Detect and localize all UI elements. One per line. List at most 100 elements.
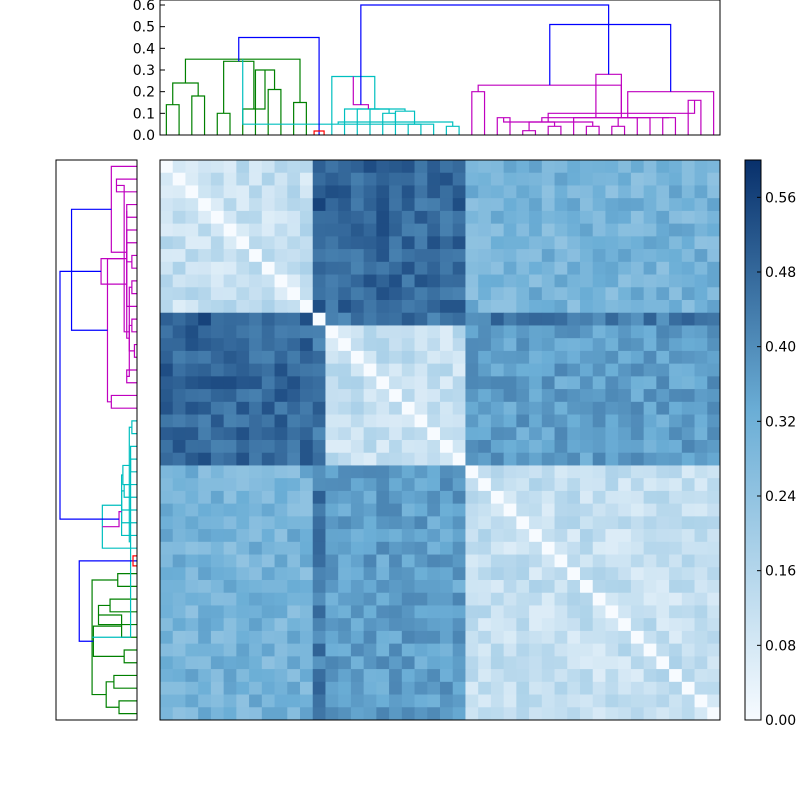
heatmap-cell xyxy=(249,452,263,466)
heatmap-cell xyxy=(592,452,606,466)
heatmap-cell xyxy=(478,249,492,263)
heatmap-cell xyxy=(656,312,670,326)
heatmap-cell xyxy=(440,618,454,632)
heatmap-cell xyxy=(567,160,581,174)
dendrogram-link xyxy=(92,625,125,657)
heatmap-cell xyxy=(325,401,339,415)
heatmap-cell xyxy=(618,312,632,326)
heatmap-cell xyxy=(452,440,466,454)
heatmap-cell xyxy=(707,592,721,606)
heatmap-cell xyxy=(198,478,212,492)
heatmap-cell xyxy=(236,249,250,263)
heatmap-cell xyxy=(592,643,606,657)
heatmap-cell xyxy=(338,185,352,199)
heatmap-cell xyxy=(516,376,530,390)
heatmap-cell xyxy=(707,300,721,314)
heatmap-cell xyxy=(261,567,275,581)
heatmap-cell xyxy=(592,478,606,492)
heatmap-cell xyxy=(643,236,657,250)
heatmap-cell xyxy=(338,325,352,339)
heatmap-cell xyxy=(465,261,479,275)
heatmap-cell xyxy=(554,427,568,441)
heatmap-cell xyxy=(503,529,517,543)
heatmap-cell xyxy=(452,160,466,174)
heatmap-cell xyxy=(172,249,186,263)
heatmap-cell xyxy=(236,160,250,174)
heatmap-cell xyxy=(223,389,237,403)
heatmap-cell xyxy=(223,325,237,339)
heatmap-cell xyxy=(503,503,517,517)
heatmap-cell xyxy=(592,541,606,555)
heatmap-cell xyxy=(516,350,530,365)
heatmap-cell xyxy=(490,223,505,237)
heatmap-cell xyxy=(376,529,390,543)
heatmap-cell xyxy=(465,656,479,670)
heatmap-cell xyxy=(376,707,390,721)
heatmap-cell xyxy=(300,401,314,415)
heatmap-cell xyxy=(580,325,594,339)
heatmap-cell xyxy=(401,236,415,250)
dendrogram-link xyxy=(100,258,127,285)
heatmap-cell xyxy=(274,300,288,314)
heatmap-cell xyxy=(287,478,301,492)
heatmap-cell xyxy=(478,261,492,275)
heatmap-cell xyxy=(567,541,581,555)
heatmap-cell xyxy=(325,643,339,657)
heatmap-cell xyxy=(529,567,543,581)
heatmap-cell xyxy=(503,580,517,594)
heatmap-cell xyxy=(618,325,632,339)
heatmap-cell xyxy=(300,389,314,403)
heatmap-cell xyxy=(389,287,403,301)
heatmap-cell xyxy=(452,389,466,403)
heatmap-cell xyxy=(478,516,492,530)
heatmap-cell xyxy=(376,160,390,174)
heatmap-cell xyxy=(300,414,314,428)
heatmap-cell xyxy=(427,440,441,454)
dendrogram-link xyxy=(238,36,320,135)
heatmap-cell xyxy=(490,478,505,492)
heatmap-cell xyxy=(592,210,606,225)
heatmap-cell xyxy=(567,198,581,212)
heatmap-cell xyxy=(287,338,301,352)
heatmap-cell xyxy=(618,338,632,352)
heatmap-cell xyxy=(325,529,339,543)
colorbar-tick-label: 0.24 xyxy=(765,489,796,505)
heatmap-cell xyxy=(478,605,492,619)
heatmap-cell xyxy=(503,300,517,314)
heatmap-cell xyxy=(503,643,517,657)
heatmap-cell xyxy=(198,300,212,314)
heatmap-cell xyxy=(427,261,441,275)
heatmap-cell xyxy=(630,605,645,619)
heatmap-cell xyxy=(618,287,632,301)
heatmap-cell xyxy=(414,618,428,632)
heatmap-cell xyxy=(300,656,314,670)
heatmap-cell xyxy=(529,490,543,505)
heatmap-cell xyxy=(363,541,377,555)
heatmap-cell xyxy=(707,490,721,505)
heatmap-cell xyxy=(516,363,530,377)
heatmap-cell xyxy=(529,592,543,606)
heatmap-cell xyxy=(236,287,250,301)
heatmap-cell xyxy=(312,363,326,377)
heatmap-cell xyxy=(198,287,212,301)
heatmap-cell xyxy=(580,592,594,606)
heatmap-cell xyxy=(261,490,275,505)
heatmap-cell xyxy=(236,618,250,632)
heatmap-cell xyxy=(312,414,326,428)
heatmap-cell xyxy=(376,643,390,657)
heatmap-cell xyxy=(478,185,492,199)
heatmap-cell xyxy=(376,681,390,695)
heatmap-cell xyxy=(223,669,237,683)
heatmap-cell xyxy=(414,389,428,403)
heatmap-cell xyxy=(669,261,683,275)
heatmap-cell xyxy=(274,325,288,339)
heatmap-cell xyxy=(376,592,390,606)
heatmap-cell xyxy=(694,490,708,505)
heatmap-cell xyxy=(681,389,695,403)
heatmap-cell xyxy=(656,567,670,581)
y-tick-label: 0.4 xyxy=(133,41,155,57)
heatmap-cell xyxy=(160,300,174,314)
heatmap-cell xyxy=(274,350,288,365)
heatmap-cell xyxy=(605,465,619,479)
heatmap-cell xyxy=(236,414,250,428)
